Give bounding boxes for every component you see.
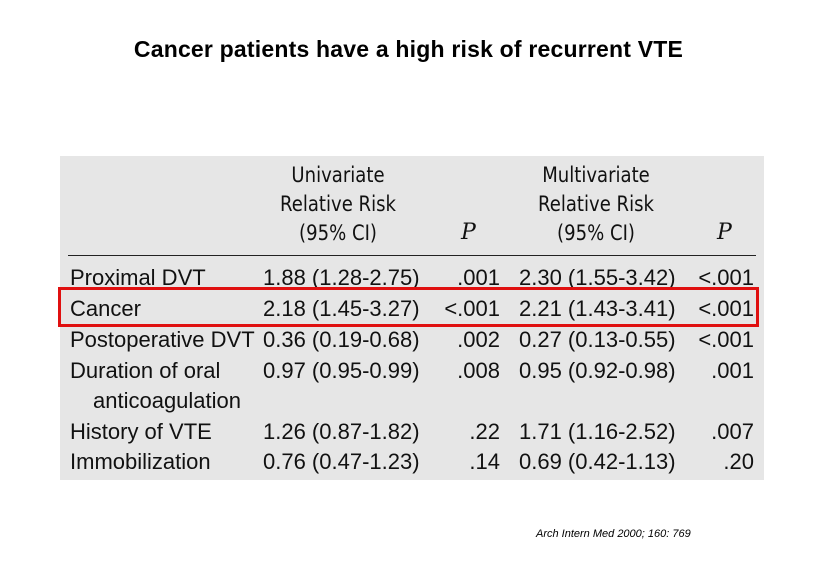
header-univariate: Univariate Relative Risk (95% CI) <box>261 161 416 248</box>
row-univariate-p: .008 <box>457 358 500 383</box>
cancer-row-highlight <box>58 287 759 327</box>
header-multivariate: Multivariate Relative Risk (95% CI) <box>519 161 674 248</box>
row-univariate-rr: 1.88 (1.28-2.75) <box>263 265 420 290</box>
row-multivariate-p: .001 <box>711 358 754 383</box>
row-label: Proximal DVT <box>70 265 206 290</box>
row-multivariate-rr: 0.95 (0.92-0.98) <box>519 358 676 383</box>
slide-title: Cancer patients have a high risk of recu… <box>133 36 684 62</box>
row-label: History of VTE <box>70 419 212 444</box>
row-multivariate-rr: 2.30 (1.55-3.42) <box>519 265 676 290</box>
row-label: Immobilization <box>70 449 211 474</box>
row-multivariate-p: <.001 <box>698 327 754 352</box>
row-multivariate-p: .007 <box>711 419 754 444</box>
row-univariate-rr: 0.36 (0.19-0.68) <box>263 327 420 352</box>
row-univariate-p: .002 <box>457 327 500 352</box>
citation: Arch Intern Med 2000; 160: 769 <box>536 528 691 540</box>
row-univariate-p: .22 <box>469 419 500 444</box>
row-univariate-p: .001 <box>457 265 500 290</box>
row-univariate-rr: 1.26 (0.87-1.82) <box>263 419 420 444</box>
row-multivariate-p: .20 <box>723 449 754 474</box>
row-univariate-rr: 0.76 (0.47-1.23) <box>263 449 420 474</box>
row-multivariate-rr: 0.69 (0.42-1.13) <box>519 449 676 474</box>
row-label: Postoperative DVT <box>70 327 255 352</box>
header-multivariate-line-1: Multivariate <box>542 163 650 187</box>
row-univariate-p: .14 <box>469 449 500 474</box>
row-univariate-p: <.001 <box>444 296 500 321</box>
risk-table: Univariate Relative Risk (95% CI) P Mult… <box>60 156 764 480</box>
row-label: Cancer <box>70 296 141 321</box>
row-multivariate-p: <.001 <box>698 265 754 290</box>
row-univariate-rr: 2.18 (1.45-3.27) <box>263 296 420 321</box>
header-multivariate-line-2: Relative Risk <box>537 192 654 216</box>
header-univariate-line-2: Relative Risk <box>279 192 396 216</box>
row-multivariate-rr: 0.27 (0.13-0.55) <box>519 327 676 352</box>
row-label: Duration of oral <box>70 358 221 383</box>
row-univariate-rr: 0.97 (0.95-0.99) <box>263 358 420 383</box>
header-divider <box>68 255 756 256</box>
row-multivariate-rr: 1.71 (1.16-2.52) <box>519 419 676 444</box>
header-univariate-line-1: Univariate <box>291 163 385 187</box>
header-univariate-line-3: (95% CI) <box>299 221 377 245</box>
row-multivariate-p: <.001 <box>698 296 754 321</box>
row-label-continuation: anticoagulation <box>93 388 242 413</box>
header-multivariate-line-3: (95% CI) <box>557 221 635 245</box>
header-multivariate-p: P <box>717 220 732 245</box>
row-multivariate-rr: 2.21 (1.43-3.41) <box>519 296 676 321</box>
header-univariate-p: P <box>461 220 476 245</box>
